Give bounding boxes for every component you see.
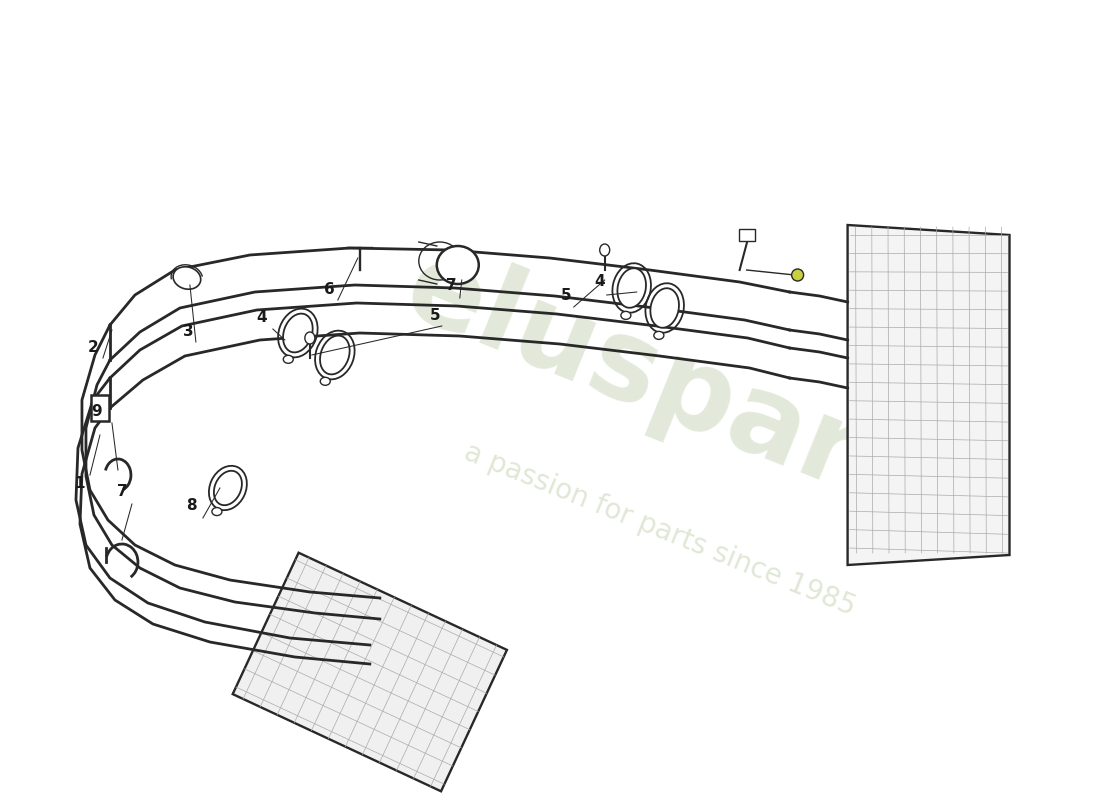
Ellipse shape [320,336,350,374]
Ellipse shape [620,311,631,319]
Ellipse shape [213,470,242,506]
Text: eluspares: eluspares [389,231,1010,569]
Ellipse shape [173,266,200,290]
Ellipse shape [320,378,330,386]
Text: 6: 6 [324,282,336,298]
Text: 4: 4 [256,310,267,326]
FancyBboxPatch shape [91,395,109,421]
Text: 2: 2 [88,341,98,355]
Text: 4: 4 [594,274,605,290]
Polygon shape [233,553,507,791]
FancyBboxPatch shape [738,229,755,241]
Text: 3: 3 [183,325,194,339]
Polygon shape [848,225,1010,565]
Ellipse shape [650,288,679,328]
Ellipse shape [653,331,664,339]
Ellipse shape [283,314,312,352]
Text: 7: 7 [117,485,128,499]
Ellipse shape [212,507,222,515]
Ellipse shape [284,355,294,363]
Ellipse shape [437,246,478,284]
Text: 7: 7 [447,278,458,293]
Text: 1: 1 [75,475,85,490]
Ellipse shape [600,244,609,256]
Text: 8: 8 [187,498,197,514]
Text: a passion for parts since 1985: a passion for parts since 1985 [460,438,859,622]
Ellipse shape [305,332,315,344]
Ellipse shape [617,268,646,308]
Circle shape [792,269,804,281]
Text: 5: 5 [560,287,571,302]
Text: 5: 5 [429,307,440,322]
Text: 9: 9 [91,405,102,419]
